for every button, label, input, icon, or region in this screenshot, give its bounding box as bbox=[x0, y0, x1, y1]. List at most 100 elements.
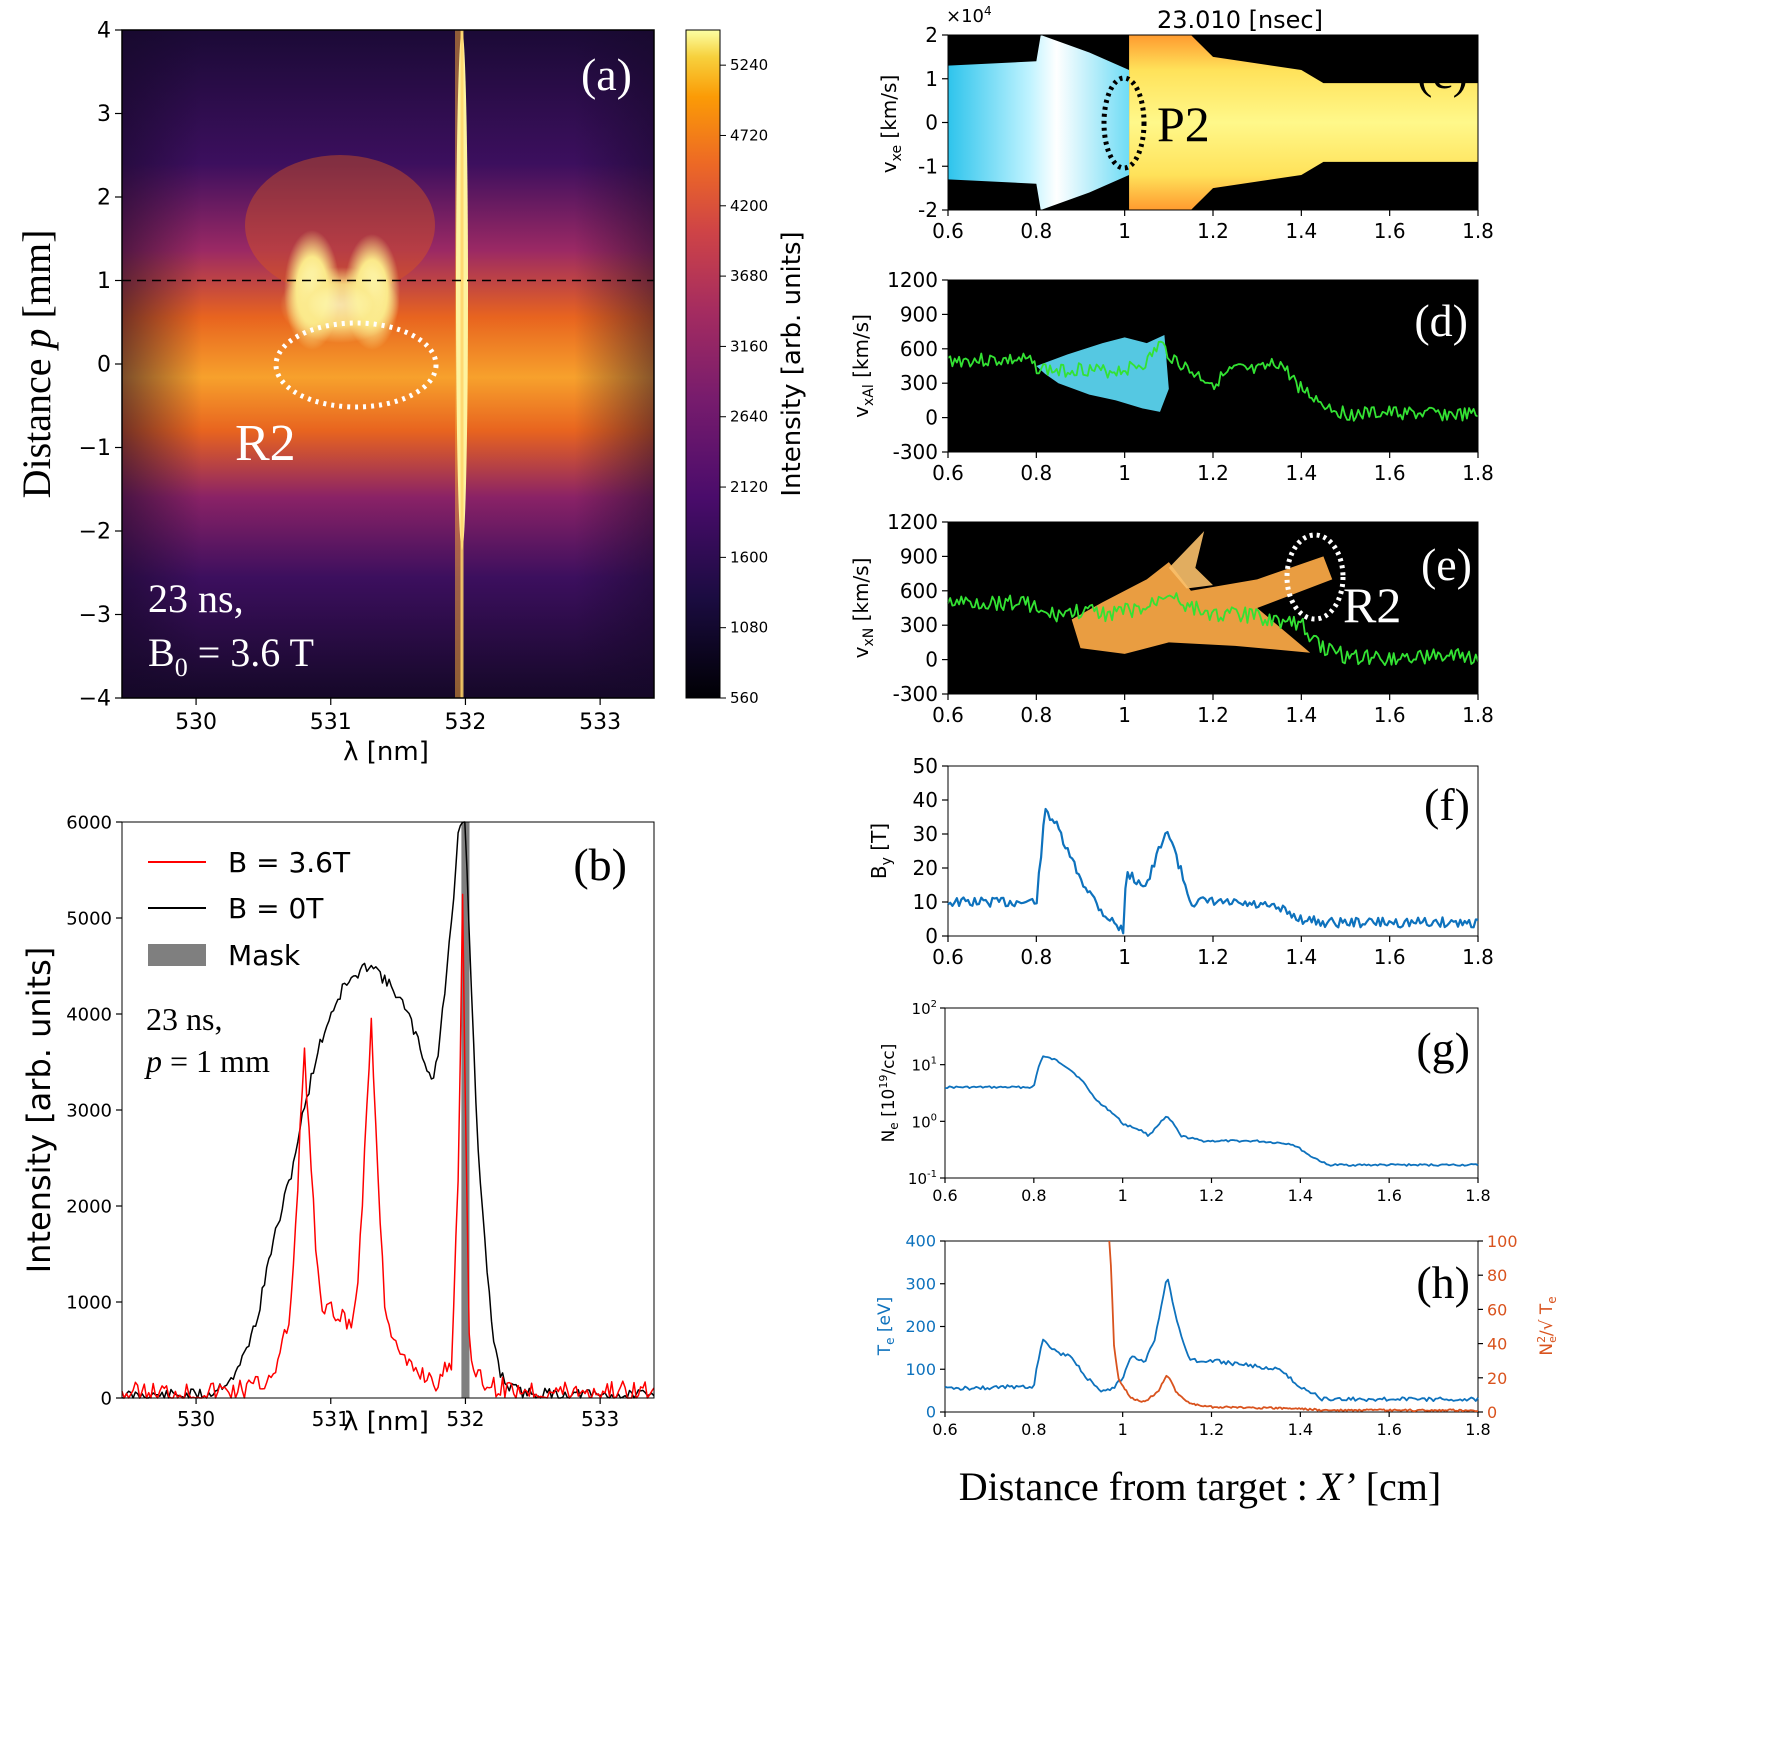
x-tick-label: 1 bbox=[1118, 461, 1131, 485]
region-p2-label: P2 bbox=[1157, 96, 1210, 152]
y-tick-label: 0 bbox=[925, 648, 938, 672]
x-tick-label: 1.6 bbox=[1374, 219, 1406, 243]
series-d-green-line bbox=[947, 340, 1479, 422]
annotation-time-b: 23 ns, bbox=[146, 1001, 222, 1037]
x-tick-label: 1 bbox=[1118, 1186, 1128, 1205]
y-tick-label: 300 bbox=[900, 613, 938, 637]
y-tick-label: 0 bbox=[926, 1403, 936, 1422]
x-tick-label: 0.8 bbox=[1021, 1186, 1046, 1205]
series-b0-line bbox=[121, 821, 655, 1399]
x-tick-label: 531 bbox=[312, 1407, 350, 1431]
x-tick-label: 1.6 bbox=[1376, 1186, 1401, 1205]
panel-h-temperature: 0.6 0.8 1 1.2 1.4 1.6 1.8 0 100 200 300 400 0 20 40 6… bbox=[875, 1232, 1559, 1439]
y-tick-label: 400 bbox=[905, 1232, 936, 1251]
y-tick-label: −4 bbox=[79, 687, 111, 712]
x-tick-label: 533 bbox=[579, 710, 621, 735]
x-tick-label: 1.8 bbox=[1462, 703, 1494, 727]
common-x-axis-label: Distance from target : X’ [cm] bbox=[959, 1464, 1441, 1509]
n-orange-region bbox=[1071, 556, 1333, 654]
colorbar-tick-label: 3680 bbox=[730, 267, 768, 285]
panel-b-line-chart: 530 531 532 533 0 1000 2000 3000 4000 5000 6000 (… bbox=[20, 812, 655, 1437]
x-tick-label: 0.8 bbox=[1020, 219, 1052, 243]
al-cyan-region bbox=[1036, 335, 1169, 412]
x-tick-label: 0.8 bbox=[1020, 945, 1052, 969]
x-tick-label: 532 bbox=[444, 710, 486, 735]
electron-yellow-region bbox=[1129, 35, 1478, 210]
y-tick-label-right: 100 bbox=[1487, 1232, 1518, 1251]
x-axis-label-a: λ [nm] bbox=[343, 737, 429, 767]
annotation-field-a: B0 = 3.6 T bbox=[148, 630, 314, 682]
x-tick-label: 531 bbox=[310, 710, 352, 735]
x-tick-label: 1.8 bbox=[1462, 461, 1494, 485]
y-tick-label: 0 bbox=[925, 924, 938, 948]
colorbar-tick-label: 2120 bbox=[730, 478, 768, 496]
x-tick-label: 1.2 bbox=[1197, 945, 1229, 969]
y-tick-label: -2 bbox=[918, 198, 938, 222]
colorbar-tick-label: 1080 bbox=[730, 619, 768, 637]
region-p2-circle bbox=[1101, 75, 1147, 171]
series-e-green-line bbox=[947, 592, 1479, 666]
y-axis-label-c: vxe [km/s] bbox=[877, 75, 905, 174]
x-tick-label: 1.2 bbox=[1199, 1186, 1224, 1205]
y-tick-label-right: 80 bbox=[1487, 1266, 1507, 1285]
y-tick-label: 900 bbox=[900, 302, 938, 326]
y-tick-label: -300 bbox=[893, 682, 938, 706]
y-tick-label: 3 bbox=[97, 102, 111, 127]
y-axis-label-f: By [T] bbox=[867, 823, 895, 879]
y-axis-label-a: Distance p [mm] bbox=[14, 230, 59, 499]
y-tick-label: 30 bbox=[913, 822, 938, 846]
panel-a-heatmap: 530 531 532 533 −4 −3 −2 −1 0 1 2 3 4 R2 (a) 23 ns,… bbox=[14, 19, 807, 767]
panel-g-density: 0.6 0.8 1 1.2 1.4 1.6 1.8 10-1 100 101 102 (g) Ne… bbox=[877, 999, 1491, 1205]
region-r2-label-e: R2 bbox=[1343, 577, 1401, 633]
x-tick-label: 533 bbox=[581, 1407, 619, 1431]
x-tick-label: 0.8 bbox=[1020, 703, 1052, 727]
y-tick-label: 1200 bbox=[887, 268, 938, 292]
x-tick-label: 530 bbox=[175, 710, 217, 735]
colorbar-tick-label: 3160 bbox=[730, 337, 768, 355]
y-tick-label-right: 0 bbox=[1487, 1403, 1497, 1422]
x-axis-label-b: λ [nm] bbox=[343, 1407, 429, 1437]
y-tick-label: 300 bbox=[900, 371, 938, 395]
y-tick-label: 4000 bbox=[66, 1004, 112, 1025]
series-h-te-line bbox=[944, 1278, 1479, 1402]
series-f-by-line bbox=[947, 807, 1479, 935]
y-tick-label: 0 bbox=[925, 111, 938, 135]
x-tick-label: 1 bbox=[1118, 945, 1131, 969]
y-tick-label-right: 20 bbox=[1487, 1369, 1507, 1388]
x-tick-label: 1.8 bbox=[1465, 1186, 1490, 1205]
y-tick-label: 0 bbox=[97, 353, 111, 378]
y-tick-label: 2 bbox=[925, 23, 938, 47]
x-tick-label: 0.6 bbox=[932, 945, 964, 969]
x-tick-label: 530 bbox=[177, 1407, 215, 1431]
panel-label-e: (e) bbox=[1421, 539, 1472, 590]
x-tick-label: 0.6 bbox=[932, 703, 964, 727]
series-g-ne-line bbox=[944, 1055, 1479, 1167]
series-h-ratio-line bbox=[1108, 1240, 1479, 1413]
y-tick-label: 1000 bbox=[66, 1292, 112, 1313]
y-tick-label: 900 bbox=[900, 544, 938, 568]
x-tick-label: 1.2 bbox=[1197, 461, 1229, 485]
exponent-c: ×104 bbox=[946, 4, 992, 27]
x-tick-label: 1.8 bbox=[1462, 945, 1494, 969]
x-tick-label: 1.8 bbox=[1465, 1420, 1490, 1439]
y-tick-label: -300 bbox=[893, 440, 938, 464]
y-tick-label: 100 bbox=[912, 1112, 937, 1131]
y-tick-label: 100 bbox=[905, 1360, 936, 1379]
y-tick-label-right: 40 bbox=[1487, 1335, 1507, 1354]
legend-swatch-mask bbox=[148, 944, 206, 966]
annotation-p-b: p = 1 mm bbox=[144, 1043, 270, 1079]
x-tick-label: 0.8 bbox=[1021, 1420, 1046, 1439]
y-tick-label: 300 bbox=[905, 1274, 936, 1293]
panel-d-velocity-al: 0.6 0.8 1 1.2 1.4 1.6 1.8 -300 0 300 600 900 1200 (… bbox=[849, 268, 1494, 485]
x-tick-label: 1.4 bbox=[1285, 945, 1317, 969]
x-tick-label: 1 bbox=[1118, 219, 1131, 243]
y-tick-label: 4 bbox=[97, 19, 111, 44]
x-tick-label: 1.6 bbox=[1374, 945, 1406, 969]
x-tick-label: 1.6 bbox=[1376, 1420, 1401, 1439]
panel-label-a: (a) bbox=[581, 49, 632, 100]
y-tick-label: 600 bbox=[900, 337, 938, 361]
region-r2-circle-e bbox=[1284, 532, 1346, 622]
x-tick-label: 0.6 bbox=[932, 1420, 957, 1439]
